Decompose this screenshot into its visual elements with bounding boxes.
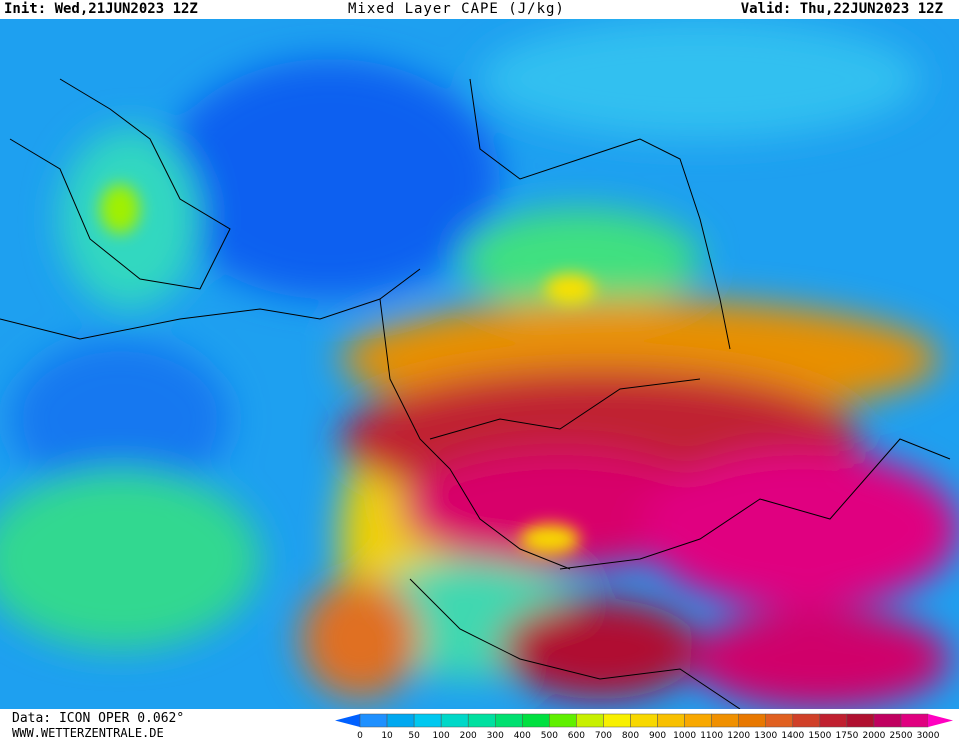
colorbar-label: 1400	[781, 731, 804, 741]
colorbar-box	[576, 713, 604, 728]
colorbar-under	[335, 714, 360, 727]
colorbar-label: 50	[408, 731, 420, 741]
colorbar-box	[657, 713, 685, 728]
colorbar-box	[900, 713, 929, 728]
colorbar-label: 0	[357, 731, 363, 741]
colorbar-label: 200	[460, 731, 477, 741]
colorbar-label: 800	[622, 731, 639, 741]
colorbar-label: 1500	[808, 731, 831, 741]
colorbar-label: 3000	[917, 731, 940, 741]
colorbar-box	[603, 713, 631, 728]
colorbar-label: 900	[649, 731, 666, 741]
colorbar-box	[630, 713, 658, 728]
colorbar-label: 500	[541, 731, 558, 741]
colorbar-box	[792, 713, 821, 728]
map-title: Mixed Layer CAPE (J/kg)	[348, 1, 565, 17]
colorbar-label: 100	[433, 731, 450, 741]
site-name: WWW.WETTERZENTRALE.DE	[12, 726, 164, 740]
colorbar-label: 10	[381, 731, 393, 741]
valid-time: Valid: Thu,22JUN2023 12Z	[740, 1, 943, 17]
colorbar-box	[359, 713, 388, 728]
colorbar-box	[684, 713, 712, 728]
init-time: Init: Wed,21JUN2023 12Z	[4, 1, 198, 17]
colorbar-box	[495, 713, 523, 728]
colorbar-label: 1100	[700, 731, 723, 741]
colorbar-box	[846, 713, 875, 728]
colorbar-label: 600	[568, 731, 585, 741]
colorbar: 0 10 50 100 200 300 400 500 600 700 800 900 1000 1100…	[335, 713, 954, 741]
colorbar-box	[819, 713, 848, 728]
colorbar-label: 400	[514, 731, 531, 741]
colorbar-over	[928, 714, 954, 727]
colorbar-label: 1200	[727, 731, 750, 741]
colorbar-box	[522, 713, 550, 728]
cape-map	[0, 19, 959, 709]
colorbar-box	[873, 713, 902, 728]
colorbar-label: 300	[487, 731, 504, 741]
colorbar-box	[765, 713, 794, 728]
colorbar-box	[386, 713, 415, 728]
colorbar-label: 700	[595, 731, 612, 741]
colorbar-box	[440, 713, 469, 728]
colorbar-box	[467, 713, 496, 728]
colorbar-box	[549, 713, 577, 728]
colorbar-label: 1300	[754, 731, 777, 741]
colorbar-label: 1000	[673, 731, 696, 741]
colorbar-label: 1750	[835, 731, 858, 741]
colorbar-box	[711, 713, 739, 728]
colorbar-label: 2000	[862, 731, 885, 741]
colorbar-box	[738, 713, 767, 728]
model-info: Data: ICON OPER 0.062°	[12, 711, 185, 726]
colorbar-label: 2500	[890, 731, 913, 741]
colorbar-box	[413, 713, 442, 728]
